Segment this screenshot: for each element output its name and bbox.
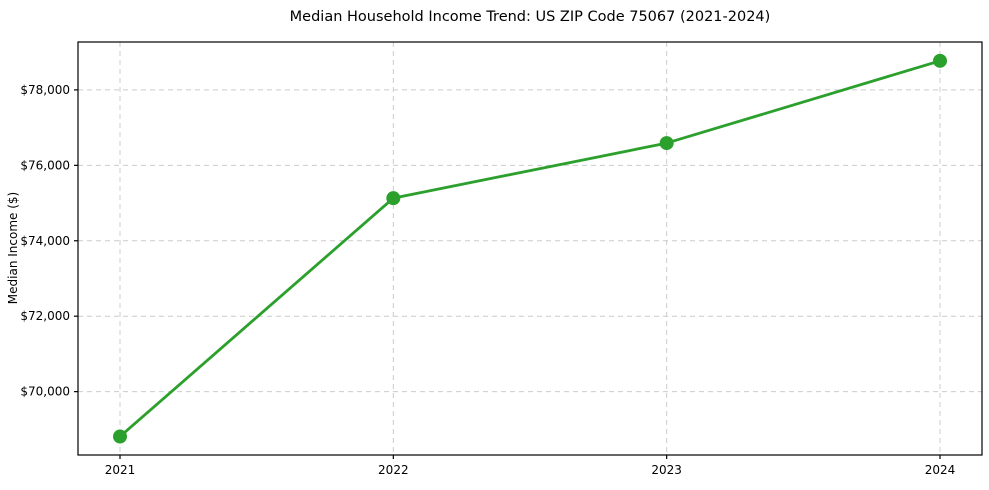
tick-labels: $70,000 $72,000 $74,000 $76,000 $78,000 2021 2… bbox=[20, 83, 955, 477]
chart-title: Median Household Income Trend: US ZIP Co… bbox=[290, 9, 771, 25]
plot-frame bbox=[77, 41, 983, 456]
x-tick-label: 2023 bbox=[651, 463, 682, 477]
data-point-marker bbox=[933, 53, 947, 68]
y-axis-label: Median Income ($) bbox=[6, 192, 20, 304]
y-tick-label: $78,000 bbox=[20, 83, 70, 97]
data-point-marker bbox=[386, 191, 401, 206]
income-line-series bbox=[113, 53, 947, 444]
y-tick-label: $74,000 bbox=[20, 234, 70, 248]
y-tick-label: $70,000 bbox=[20, 385, 70, 399]
axis-ticks bbox=[74, 89, 941, 459]
data-point-marker bbox=[659, 136, 674, 151]
y-tick-label: $72,000 bbox=[20, 309, 70, 323]
x-tick-label: 2024 bbox=[925, 463, 956, 477]
x-tick-label: 2022 bbox=[378, 463, 409, 477]
series-line bbox=[118, 59, 942, 438]
x-tick-label: 2021 bbox=[105, 463, 136, 477]
gridlines bbox=[78, 42, 982, 455]
data-point-marker bbox=[113, 429, 127, 444]
y-tick-label: $76,000 bbox=[20, 158, 70, 172]
